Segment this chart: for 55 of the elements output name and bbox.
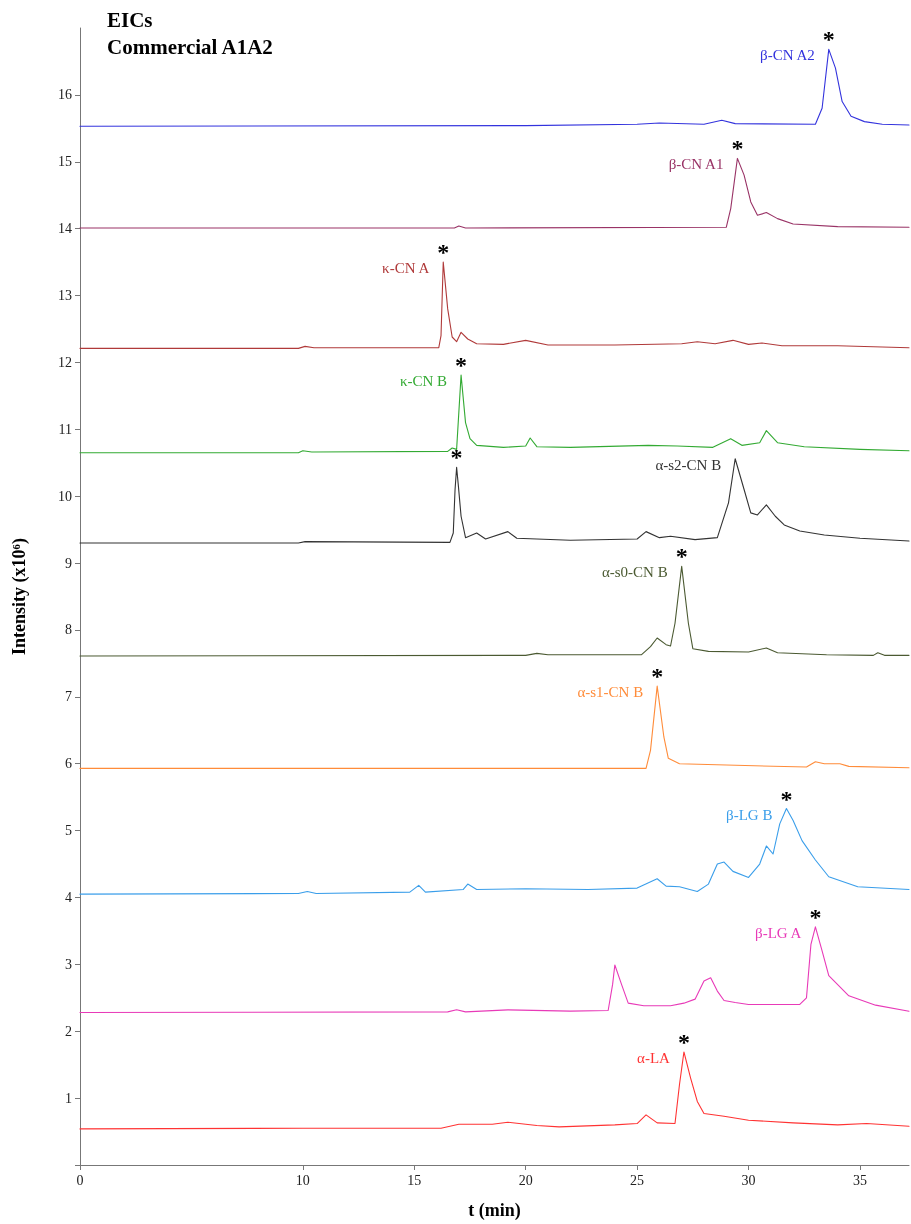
chart-subtitle: Commercial A1A2 bbox=[107, 34, 273, 59]
y-tick-label: 10 bbox=[58, 488, 72, 504]
series-label: α-LA bbox=[637, 1049, 671, 1066]
x-tick-label: 35 bbox=[852, 1172, 867, 1188]
line-series bbox=[79, 261, 910, 349]
annotation: * bbox=[809, 903, 822, 930]
x-tick-label: 10 bbox=[295, 1172, 310, 1188]
y-axis-title: Intensity (x10⁶) bbox=[9, 538, 30, 655]
annotation: * bbox=[780, 785, 793, 812]
series-label: α-s1-CN B bbox=[577, 684, 644, 701]
series-label: β-LG B bbox=[726, 806, 773, 823]
series-label: κ-CN B bbox=[399, 373, 448, 390]
annotation: * bbox=[822, 26, 835, 53]
series-label: β-LG A bbox=[755, 924, 802, 941]
line-series bbox=[79, 1051, 910, 1130]
line-series bbox=[79, 458, 910, 544]
y-tick-label: 16 bbox=[58, 87, 72, 103]
y-tick-label: 6 bbox=[65, 756, 72, 772]
series-label: α-s2-CN B bbox=[655, 456, 722, 473]
y-tick-label: 2 bbox=[65, 1023, 72, 1039]
y-tick-label: 4 bbox=[65, 889, 72, 905]
y-tick-label: 14 bbox=[58, 221, 72, 237]
series-label: β-CN A1 bbox=[668, 156, 724, 173]
series-label: β-CN A2 bbox=[760, 47, 815, 64]
x-axis-title: t (min) bbox=[468, 1200, 521, 1221]
annotation: * bbox=[450, 444, 463, 471]
annotation: * bbox=[455, 352, 468, 379]
series-label: κ-CN A bbox=[382, 260, 430, 277]
annotation: * bbox=[677, 1028, 690, 1055]
y-tick-label: 7 bbox=[65, 689, 72, 705]
y-tick-label: 15 bbox=[58, 154, 72, 170]
y-tick-label: 8 bbox=[65, 622, 72, 638]
series-label: α-s0-CN B bbox=[601, 564, 668, 581]
y-tick-label: 13 bbox=[58, 288, 72, 304]
y-tick-label: 3 bbox=[65, 956, 72, 972]
chart-title: EICs bbox=[107, 7, 153, 32]
annotation: * bbox=[437, 239, 450, 266]
x-tick-label: 0 bbox=[76, 1172, 84, 1188]
y-tick-label: 12 bbox=[58, 354, 72, 370]
line-series bbox=[79, 926, 910, 1014]
annotation: * bbox=[731, 135, 744, 162]
x-tick-label: 20 bbox=[518, 1172, 533, 1188]
y-tick-label: 5 bbox=[65, 823, 72, 839]
line-series bbox=[79, 565, 910, 657]
annotation: * bbox=[675, 543, 688, 570]
x-tick-label: 30 bbox=[741, 1172, 756, 1188]
x-tick-label: 15 bbox=[407, 1172, 422, 1188]
x-tick-label: 25 bbox=[630, 1172, 645, 1188]
line-series bbox=[79, 807, 910, 895]
line-series bbox=[79, 685, 910, 769]
y-tick-label: 11 bbox=[58, 421, 72, 437]
y-tick-label: 1 bbox=[65, 1090, 72, 1106]
annotation: * bbox=[651, 663, 664, 690]
y-tick-label: 9 bbox=[65, 555, 72, 571]
line-series bbox=[79, 157, 910, 229]
